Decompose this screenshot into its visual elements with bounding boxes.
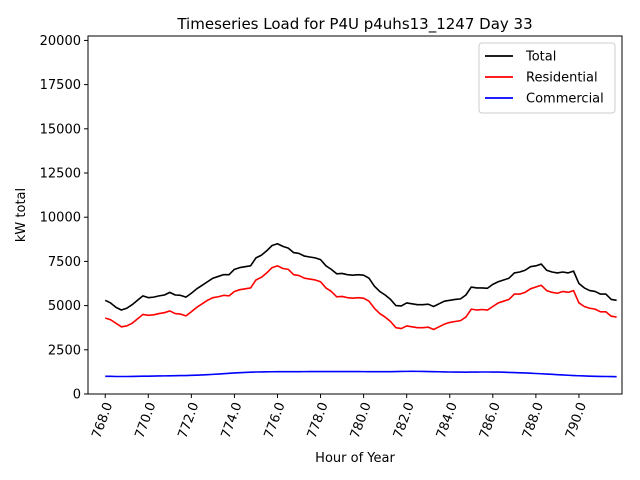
y-tick-label: 10000 [40, 211, 81, 226]
legend-box [478, 42, 616, 114]
y-tick-label: 5000 [48, 299, 81, 314]
x-tick-label: 788.0 [520, 400, 547, 440]
x-tick-label: 780.0 [348, 400, 375, 440]
series-line-total [104, 242, 617, 311]
x-tick-label: 784.0 [434, 400, 461, 440]
y-tick-label: 15000 [40, 122, 81, 137]
legend: Total Residential Commercial [478, 42, 616, 114]
x-tick-label: 772.0 [176, 400, 203, 440]
y-tick-label: 12500 [40, 167, 81, 182]
legend-label-residential: Residential [526, 71, 598, 86]
series-line-residential [104, 265, 617, 331]
x-tick-label: 774.0 [219, 400, 246, 440]
y-tick-label: 20000 [40, 34, 81, 49]
y-tick-label: 17500 [40, 78, 81, 93]
chart-title: Timeseries Load for P4U p4uhs13_1247 Day… [176, 15, 532, 34]
x-tick-label: 778.0 [305, 400, 332, 440]
x-tick-label: 790.0 [563, 400, 590, 440]
y-tick-label: 2500 [48, 343, 81, 358]
y-axis-label: kW total [14, 188, 29, 242]
series-line-commercial [105, 370, 617, 378]
x-tick-label: 776.0 [262, 400, 289, 440]
plot-frame [87, 35, 623, 395]
x-tick-label: 786.0 [477, 400, 504, 440]
series-layer [104, 242, 617, 378]
y-tick-label: 7500 [48, 255, 81, 270]
legend-label-total: Total [525, 50, 556, 65]
y-axis: 0 2500 5000 7500 10000 12500 15000 17500 20000 [40, 34, 88, 403]
legend-label-commercial: Commercial [526, 92, 604, 107]
y-tick-label: 0 [73, 388, 81, 403]
x-tick-label: 770.0 [133, 400, 160, 440]
x-axis-label: Hour of Year [315, 451, 395, 466]
x-tick-label: 768.0 [89, 400, 116, 440]
x-axis: 768.0 770.0 772.0 774.0 776.0 778.0 780.0 782.0… [89, 394, 590, 441]
x-tick-label: 782.0 [391, 400, 418, 440]
